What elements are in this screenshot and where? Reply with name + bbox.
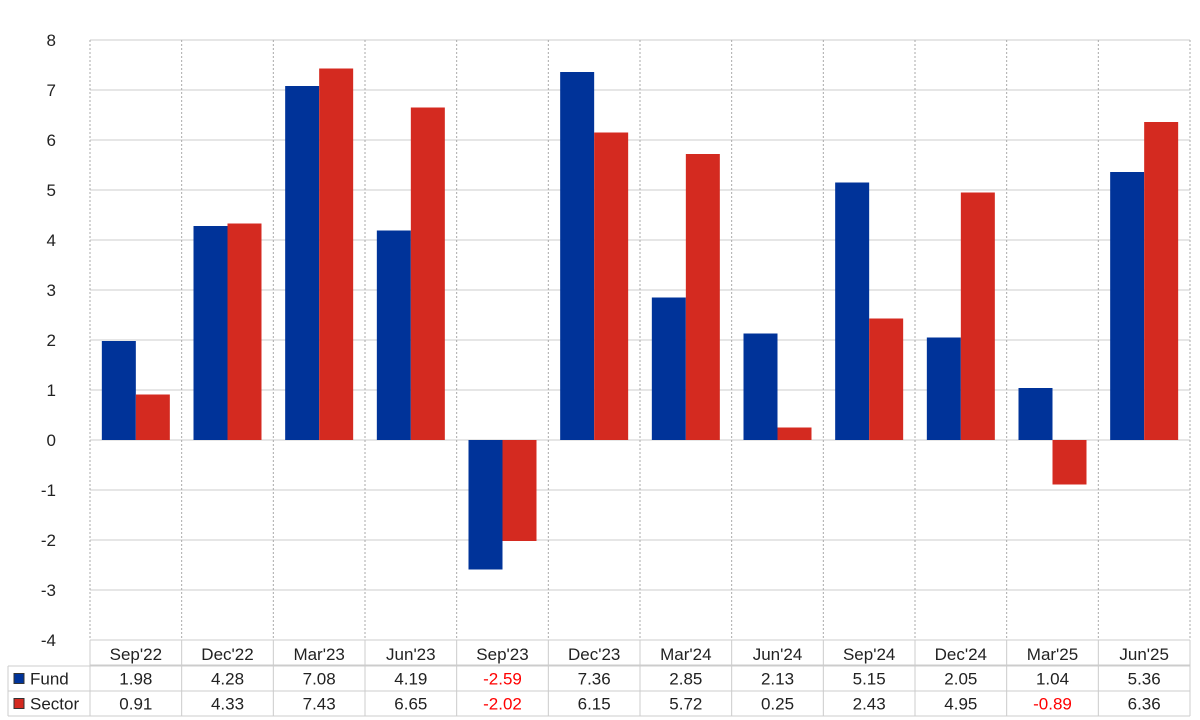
y-tick-label: -1: [41, 481, 56, 500]
data-label-fund: -2.59: [483, 670, 522, 689]
x-tick-label: Dec'23: [568, 645, 620, 664]
bar-fund-7: [743, 333, 778, 440]
data-label-fund: 5.36: [1128, 670, 1161, 689]
data-label-sector: -0.89: [1033, 695, 1072, 714]
y-tick-label: -4: [41, 631, 56, 650]
data-label-fund: 5.15: [853, 670, 886, 689]
bar-sector-9: [960, 192, 995, 440]
bar-fund-11: [1110, 172, 1145, 440]
x-tick-label: Sep'23: [476, 645, 528, 664]
bar-fund-8: [835, 182, 870, 440]
legend-label-fund: Fund: [30, 670, 69, 689]
y-axis: -4 -3 -2 -1 0 1 2 3 4 5 6 7 8: [41, 31, 56, 650]
data-table: Sep'22 Dec'22 Mar'23 Jun'23 Sep'23 Dec'23 Mar'…: [7, 640, 1191, 717]
legend-swatch-fund: [13, 673, 25, 684]
data-label-sector: 6.36: [1128, 695, 1161, 714]
bar-sector-7: [777, 427, 812, 440]
x-tick-label: Dec'24: [935, 645, 987, 664]
bar-sector-11: [1144, 122, 1179, 440]
y-tick-label: 1: [47, 381, 56, 400]
bar-fund-3: [376, 230, 411, 440]
data-label-sector: 6.15: [578, 695, 611, 714]
bars: [101, 68, 1179, 570]
data-label-fund: 7.36: [578, 670, 611, 689]
bar-sector-0: [135, 394, 170, 440]
legend-label-sector: Sector: [30, 695, 79, 714]
y-tick-label: 8: [47, 31, 56, 50]
y-tick-label: -3: [41, 581, 56, 600]
data-label-fund: 4.28: [211, 670, 244, 689]
data-label-fund: 1.98: [119, 670, 152, 689]
data-label-sector: 4.95: [944, 695, 977, 714]
x-tick-label: Sep'24: [843, 645, 895, 664]
x-tick-label: Jun'23: [386, 645, 436, 664]
x-tick-label: Sep'22: [110, 645, 162, 664]
bar-fund-2: [285, 86, 320, 440]
bar-fund-0: [101, 341, 136, 440]
data-label-fund: 1.04: [1036, 670, 1069, 689]
y-tick-label: 6: [47, 131, 56, 150]
data-label-fund: 2.13: [761, 670, 794, 689]
x-tick-label: Jun'25: [1119, 645, 1169, 664]
bar-sector-5: [594, 132, 629, 440]
data-label-sector: 5.72: [669, 695, 702, 714]
bar-sector-4: [502, 440, 537, 541]
bar-sector-1: [227, 223, 262, 440]
x-tick-label: Mar'23: [293, 645, 344, 664]
bar-sector-3: [410, 107, 445, 440]
x-tick-label: Jun'24: [753, 645, 803, 664]
data-label-sector: 0.91: [119, 695, 152, 714]
x-tick-label: Dec'22: [201, 645, 253, 664]
y-tick-label: -2: [41, 531, 56, 550]
data-label-sector: 0.25: [761, 695, 794, 714]
data-label-fund: 2.05: [944, 670, 977, 689]
bar-fund-4: [468, 440, 503, 570]
data-label-fund: 4.19: [394, 670, 427, 689]
y-tick-label: 2: [47, 331, 56, 350]
data-label-sector: 7.43: [303, 695, 336, 714]
x-tick-label: Mar'24: [660, 645, 711, 664]
y-tick-label: 3: [47, 281, 56, 300]
bar-fund-6: [651, 297, 686, 440]
bar-sector-6: [685, 154, 720, 440]
bar-fund-1: [193, 226, 228, 440]
x-tick-label: Mar'25: [1027, 645, 1078, 664]
bar-fund-5: [560, 72, 595, 440]
bar-fund-10: [1018, 388, 1053, 440]
data-label-sector: 6.65: [394, 695, 427, 714]
grid-lines: [89, 39, 1191, 641]
data-label-sector: -2.02: [483, 695, 522, 714]
y-tick-label: 0: [47, 431, 56, 450]
bar-sector-8: [869, 318, 904, 440]
data-label-sector: 2.43: [853, 695, 886, 714]
y-tick-label: 4: [47, 231, 56, 250]
y-tick-label: 7: [47, 81, 56, 100]
data-label-fund: 2.85: [669, 670, 702, 689]
bar-sector-2: [319, 68, 354, 440]
bar-fund-9: [926, 337, 961, 440]
data-label-fund: 7.08: [303, 670, 336, 689]
data-label-sector: 4.33: [211, 695, 244, 714]
legend-swatch-sector: [13, 698, 25, 709]
bar-sector-10: [1052, 440, 1087, 485]
y-tick-label: 5: [47, 181, 56, 200]
